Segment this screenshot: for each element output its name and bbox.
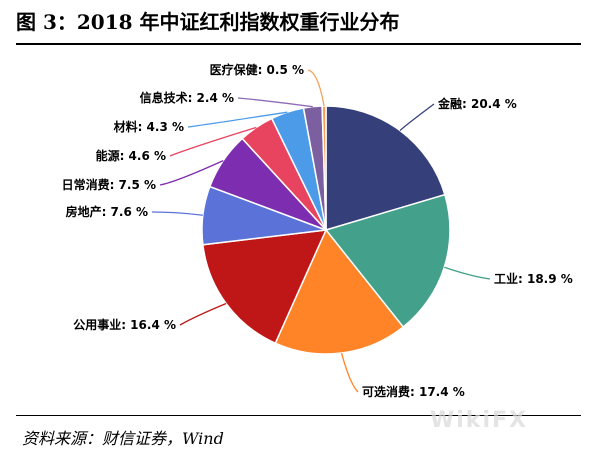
pie-slice-2 <box>324 193 451 329</box>
leader-line-4 <box>179 302 227 326</box>
slice-labels: 金融: 20.4 % 工业: 18.9 % 可选消费: 17.4 % 公用事业: 16… <box>62 62 573 399</box>
leader-line-7 <box>169 126 257 157</box>
slice-label-8: 材料: 4.3 % <box>113 119 184 134</box>
leader-lines <box>151 69 491 393</box>
leader-line-8 <box>187 111 288 128</box>
slice-label-5: 房地产: 7.6 % <box>66 204 148 219</box>
slice-label-4: 公用事业: 16.4 % <box>73 317 176 332</box>
leader-line-5 <box>151 211 203 216</box>
source-note: 资料来源：财信证券，Wind <box>22 429 224 448</box>
pie-slice-4 <box>202 229 328 345</box>
figure-title: 图 3：2018 年中证红利指数权重行业分布 <box>16 10 400 34</box>
title-rule <box>16 43 581 45</box>
slice-label-7: 能源: 4.6 % <box>96 148 166 163</box>
pie-slices <box>201 105 451 355</box>
slice-label-2: 工业: 18.9 % <box>494 271 573 286</box>
slice-label-3: 可选消费: 17.4 % <box>362 384 465 399</box>
leader-line-2 <box>444 266 491 280</box>
watermark-logo: WikiFX <box>430 408 528 433</box>
leader-line-10 <box>307 69 325 107</box>
slice-label-6: 日常消费: 7.5 % <box>62 177 156 192</box>
slice-label-9: 信息技术: 2.4 % <box>140 90 234 105</box>
pie-slice-3 <box>274 228 405 355</box>
leader-line-1 <box>399 103 435 132</box>
leader-line-6 <box>159 160 224 186</box>
footer-rule <box>16 415 581 416</box>
leader-line-3 <box>340 352 359 393</box>
leader-line-9 <box>237 97 313 108</box>
slice-label-1: 金融: 20.4 % <box>437 96 517 111</box>
slice-label-10: 医疗保健: 0.5 % <box>210 62 304 77</box>
